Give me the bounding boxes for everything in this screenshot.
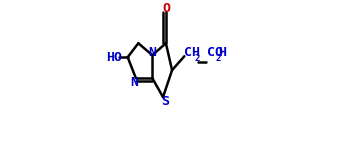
Text: N: N bbox=[148, 46, 156, 59]
Text: S: S bbox=[161, 95, 169, 108]
Text: 2: 2 bbox=[194, 54, 200, 63]
Text: 2: 2 bbox=[215, 54, 221, 63]
Text: CO: CO bbox=[206, 46, 222, 59]
Text: N: N bbox=[130, 76, 138, 89]
Text: O: O bbox=[162, 2, 170, 15]
Text: HO: HO bbox=[106, 51, 122, 64]
Text: CH: CH bbox=[184, 46, 201, 59]
Text: H: H bbox=[219, 46, 227, 59]
